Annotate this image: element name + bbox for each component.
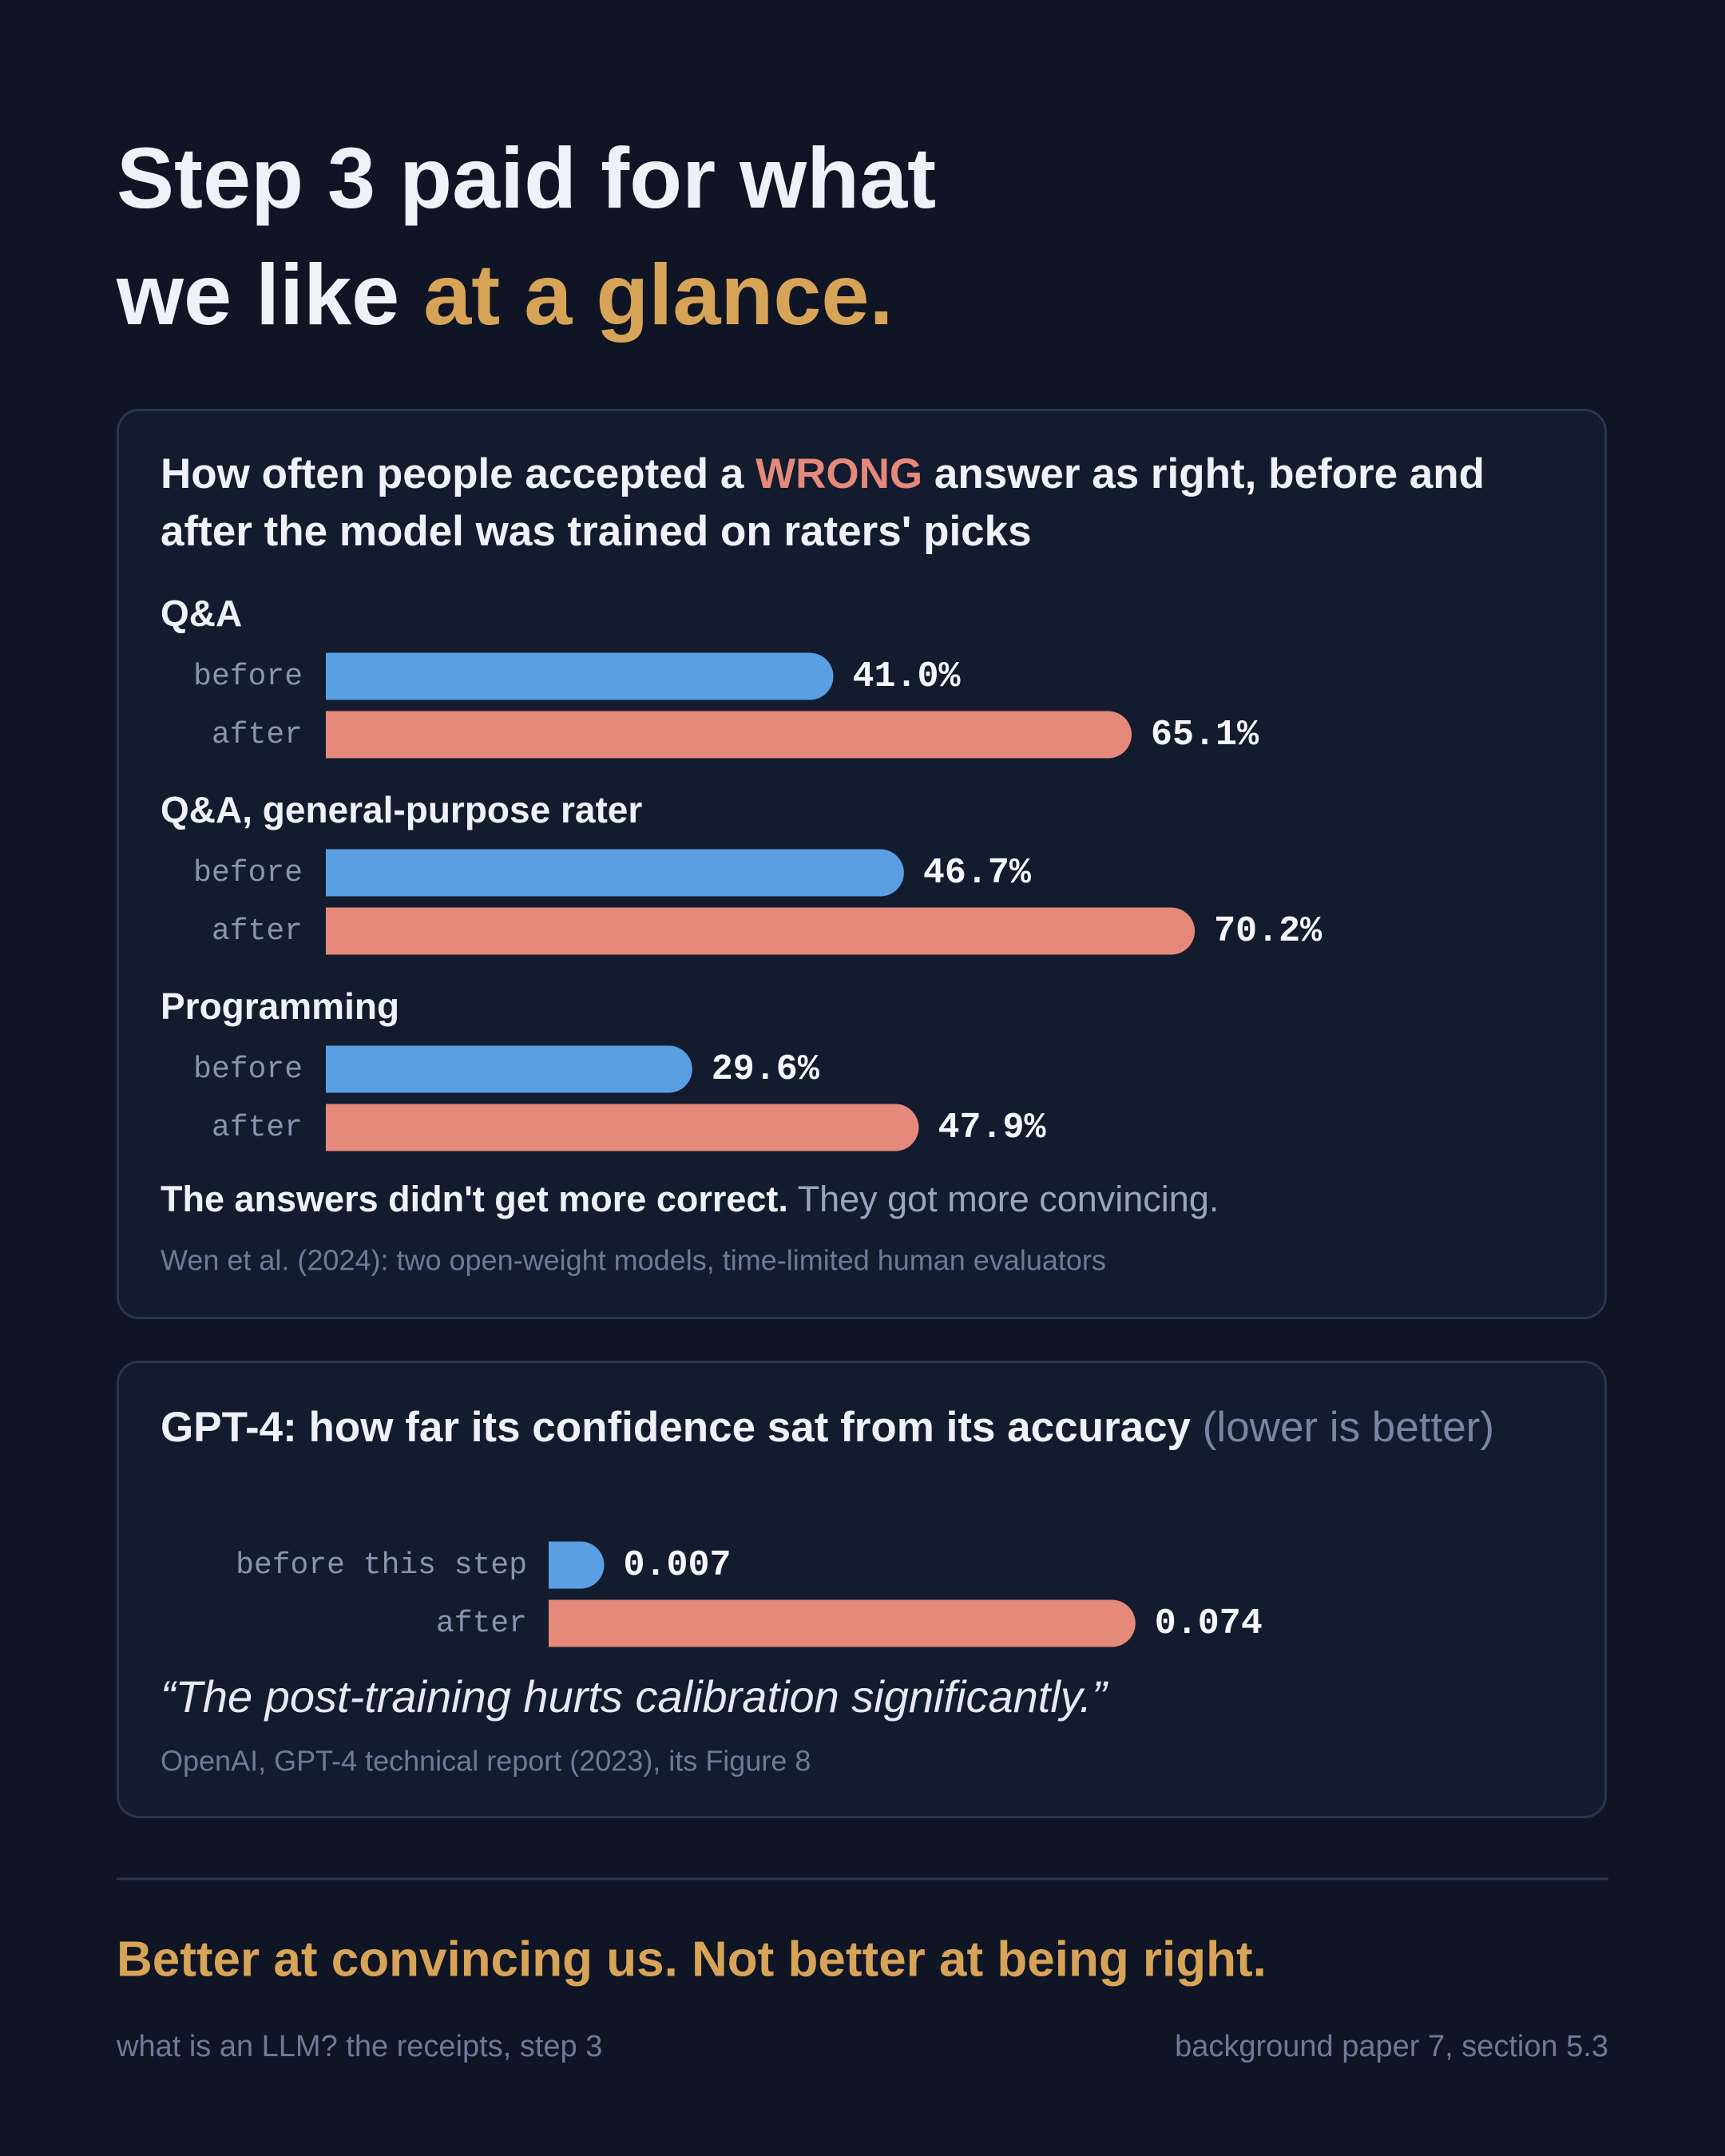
value-label: 46.7% xyxy=(923,853,1032,894)
row-label: after xyxy=(212,718,303,752)
row-label: before xyxy=(193,1052,303,1087)
chart-title: GPT-4: how far its confidence sat from i… xyxy=(161,1399,1566,1456)
bar xyxy=(326,907,1196,955)
note: The answers didn't get more correct. The… xyxy=(161,1179,1219,1219)
source: OpenAI, GPT-4 technical report (2023), i… xyxy=(161,1745,811,1778)
note-text: They got more convincing. xyxy=(788,1179,1219,1219)
bar xyxy=(326,1104,919,1151)
group-label: Programming xyxy=(161,985,399,1027)
chart-title-text: How often people accepted a xyxy=(161,450,756,497)
chart-title-text: GPT-4: how far its confidence sat from i… xyxy=(161,1404,1192,1451)
footer-left: what is an LLM? the receipts, step 3 xyxy=(116,2030,602,2063)
value-label: 65.1% xyxy=(1151,715,1259,755)
bar xyxy=(326,652,834,700)
bar xyxy=(326,1045,692,1093)
chart-title-aside: (lower is better) xyxy=(1191,1404,1494,1451)
row-label: after xyxy=(436,1607,527,1641)
quote: “The post-training hurts calibration sig… xyxy=(161,1671,1108,1722)
title-highlight: at a glance. xyxy=(423,246,894,343)
title-text: Step 3 paid for what xyxy=(117,129,937,226)
conclusion: Better at convincing us. Not better at b… xyxy=(117,1932,1267,1987)
group-label: Q&A, general-purpose rater xyxy=(161,789,642,830)
row-label: after xyxy=(212,914,303,949)
row-label: before this step xyxy=(236,1548,527,1583)
row-label: before xyxy=(193,856,303,890)
chart-title-highlight: WRONG xyxy=(755,450,923,497)
row-label: before xyxy=(193,660,303,694)
footer-right: background paper 7, section 5.3 xyxy=(1175,2030,1608,2063)
value-label: 29.6% xyxy=(712,1049,820,1090)
value-label: 41.0% xyxy=(853,656,962,697)
value-label: 70.2% xyxy=(1214,911,1322,952)
bar xyxy=(326,849,904,897)
bar xyxy=(549,1541,605,1589)
value-label: 47.9% xyxy=(938,1108,1046,1148)
page-title: Step 3 paid for what we like at a glance. xyxy=(117,120,936,353)
source: Wen et al. (2024): two open-weight model… xyxy=(161,1244,1106,1277)
title-text: we like xyxy=(117,246,424,343)
row-label: after xyxy=(212,1111,303,1145)
chart-title-text: answer as right, before and after the mo… xyxy=(161,450,1485,555)
chart-title: How often people accepted a WRONG answer… xyxy=(161,446,1566,561)
bar xyxy=(326,711,1132,759)
bar xyxy=(549,1599,1136,1647)
value-label: 0.007 xyxy=(624,1545,732,1586)
card xyxy=(117,1361,1607,1818)
value-label: 0.074 xyxy=(1155,1603,1263,1644)
group-label: Q&A xyxy=(161,593,242,634)
note-bold: The answers didn't get more correct. xyxy=(161,1179,788,1219)
